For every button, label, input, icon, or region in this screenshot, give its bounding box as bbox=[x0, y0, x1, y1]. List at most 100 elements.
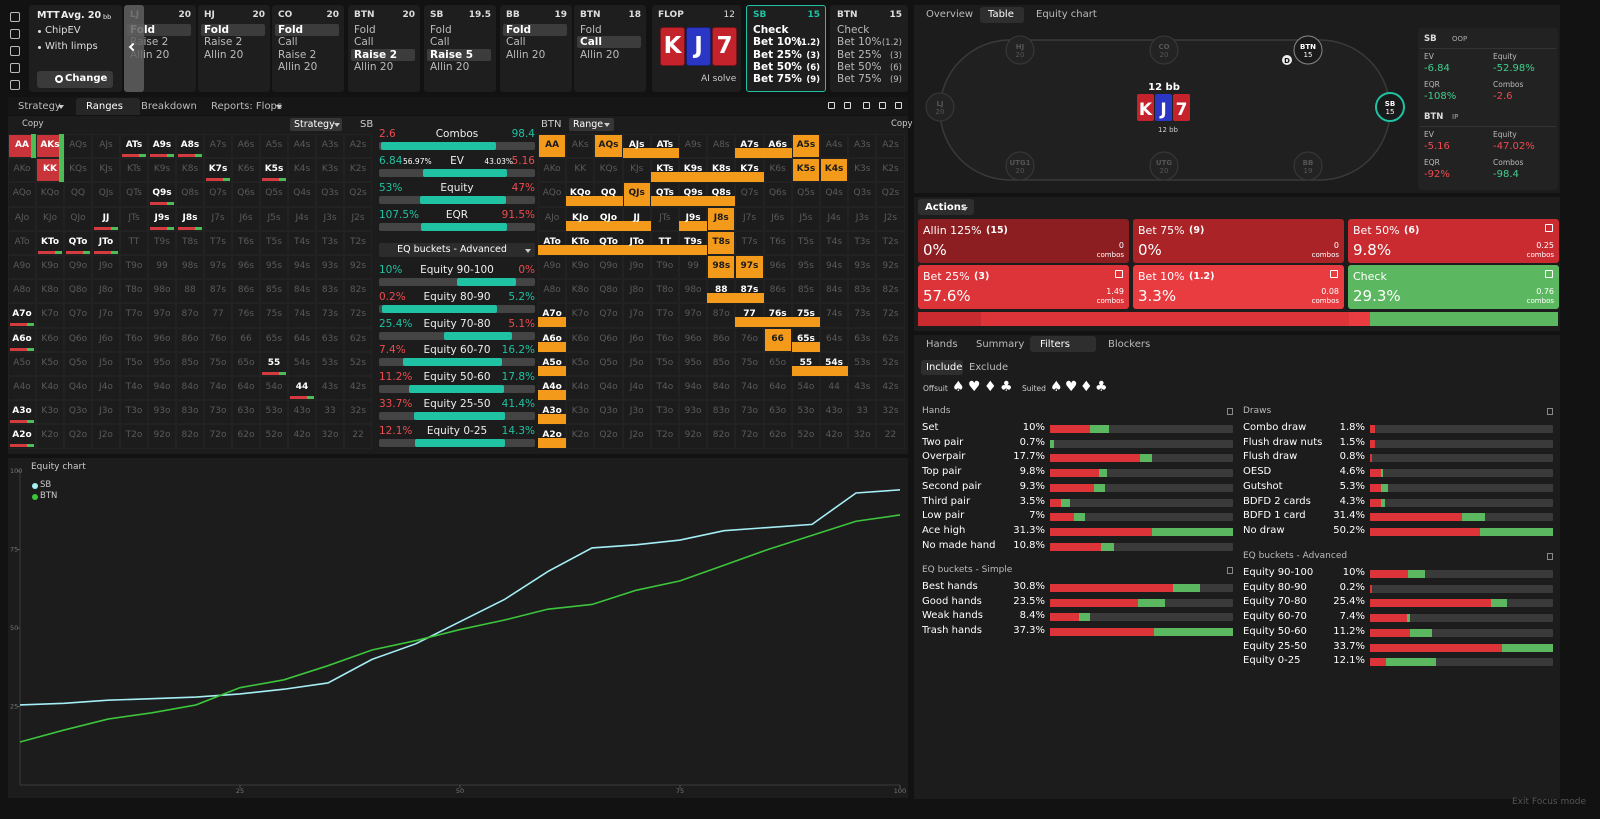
postflop-column[interactable] bbox=[830, 5, 908, 92]
hand-cell[interactable] bbox=[260, 351, 288, 376]
hand-cell[interactable] bbox=[64, 351, 92, 376]
hand-cell[interactable] bbox=[707, 327, 736, 352]
tab[interactable]: Strategy bbox=[18, 101, 61, 112]
hand-cell[interactable] bbox=[204, 230, 232, 255]
hand-cell[interactable] bbox=[650, 255, 679, 280]
hand-cell[interactable] bbox=[316, 303, 344, 328]
hand-cell[interactable] bbox=[679, 327, 708, 352]
hand-cell[interactable] bbox=[288, 424, 316, 449]
hand-cell[interactable] bbox=[679, 376, 708, 401]
hand-cell[interactable] bbox=[735, 255, 764, 280]
hand-cell[interactable] bbox=[679, 134, 708, 159]
hand-cell[interactable] bbox=[679, 255, 708, 280]
bucket-select[interactable] bbox=[379, 243, 535, 257]
hand-cell[interactable] bbox=[8, 327, 36, 352]
hand-cell[interactable] bbox=[566, 424, 595, 449]
sidebar-icon[interactable] bbox=[10, 29, 20, 39]
hand-cell[interactable] bbox=[260, 230, 288, 255]
hand-cell[interactable] bbox=[204, 327, 232, 352]
hand-cell[interactable] bbox=[92, 351, 120, 376]
hand-cell[interactable] bbox=[204, 255, 232, 280]
action-tile[interactable] bbox=[1133, 265, 1344, 309]
hand-cell[interactable] bbox=[148, 255, 176, 280]
hand-cell[interactable] bbox=[64, 206, 92, 231]
preflop-column[interactable] bbox=[574, 5, 646, 92]
hand-cell[interactable] bbox=[316, 158, 344, 183]
hand-cell[interactable] bbox=[848, 206, 877, 231]
hand-cell[interactable] bbox=[92, 230, 120, 255]
hand-cell[interactable] bbox=[538, 255, 567, 280]
hand-cell[interactable] bbox=[148, 303, 176, 328]
hand-cell[interactable] bbox=[848, 327, 877, 352]
hand-cell[interactable] bbox=[232, 279, 260, 304]
hand-cell[interactable] bbox=[763, 376, 792, 401]
hand-cell[interactable] bbox=[64, 158, 92, 183]
action-tile[interactable] bbox=[918, 219, 1129, 263]
hand-cell[interactable] bbox=[876, 303, 905, 328]
hand-cell[interactable] bbox=[848, 230, 877, 255]
hand-cell[interactable] bbox=[820, 230, 849, 255]
hand-cell[interactable] bbox=[763, 279, 792, 304]
hand-cell[interactable] bbox=[120, 303, 148, 328]
mode-select[interactable] bbox=[290, 118, 342, 131]
hand-cell[interactable] bbox=[566, 376, 595, 401]
hand-cell[interactable] bbox=[763, 424, 792, 449]
hand-cell[interactable] bbox=[288, 182, 316, 207]
hand-cell[interactable] bbox=[176, 182, 204, 207]
hand-cell[interactable] bbox=[735, 351, 764, 376]
hand-cell[interactable] bbox=[344, 376, 372, 401]
preflop-column[interactable] bbox=[272, 5, 344, 92]
hand-cell[interactable] bbox=[120, 230, 148, 255]
hand-cell[interactable] bbox=[594, 279, 623, 304]
hand-cell[interactable] bbox=[876, 327, 905, 352]
hand-cell[interactable] bbox=[92, 134, 120, 159]
hand-cell[interactable] bbox=[707, 303, 736, 328]
hand-cell[interactable] bbox=[92, 303, 120, 328]
hand-cell[interactable] bbox=[344, 255, 372, 280]
hand-cell[interactable] bbox=[8, 351, 36, 376]
hand-cell[interactable] bbox=[820, 206, 849, 231]
hand-cell[interactable] bbox=[848, 400, 877, 425]
hand-cell[interactable] bbox=[36, 400, 64, 425]
hand-cell[interactable] bbox=[204, 376, 232, 401]
hand-cell[interactable] bbox=[148, 134, 176, 159]
hand-cell[interactable] bbox=[232, 158, 260, 183]
hand-cell[interactable] bbox=[260, 158, 288, 183]
hand-cell[interactable] bbox=[92, 158, 120, 183]
hand-cell[interactable] bbox=[707, 351, 736, 376]
hand-cell[interactable] bbox=[204, 351, 232, 376]
tab[interactable]: Ranges bbox=[86, 101, 123, 112]
hand-cell[interactable] bbox=[848, 134, 877, 159]
hand-cell[interactable] bbox=[650, 303, 679, 328]
hand-cell[interactable] bbox=[566, 134, 595, 159]
sidebar-icon[interactable] bbox=[10, 12, 20, 22]
hand-cell[interactable] bbox=[204, 400, 232, 425]
suit-filter[interactable]: ♠ bbox=[952, 379, 965, 395]
hand-cell[interactable] bbox=[148, 182, 176, 207]
hand-cell[interactable] bbox=[260, 182, 288, 207]
sidebar-icon[interactable] bbox=[10, 63, 20, 73]
hand-cell[interactable] bbox=[820, 327, 849, 352]
hand-cell[interactable] bbox=[64, 424, 92, 449]
action-tile[interactable] bbox=[1133, 219, 1344, 263]
hand-cell[interactable] bbox=[288, 206, 316, 231]
hand-cell[interactable] bbox=[260, 206, 288, 231]
hand-cell[interactable] bbox=[538, 182, 567, 207]
hand-cell[interactable] bbox=[707, 255, 736, 280]
hand-cell[interactable] bbox=[820, 400, 849, 425]
hand-cell[interactable] bbox=[820, 134, 849, 159]
hand-cell[interactable] bbox=[735, 400, 764, 425]
hand-cell[interactable] bbox=[36, 327, 64, 352]
hand-cell[interactable] bbox=[232, 351, 260, 376]
hand-cell[interactable] bbox=[791, 424, 820, 449]
hand-cell[interactable] bbox=[232, 400, 260, 425]
hand-cell[interactable] bbox=[288, 303, 316, 328]
hand-cell[interactable] bbox=[735, 182, 764, 207]
tab[interactable]: Table bbox=[988, 9, 1014, 20]
hand-cell[interactable] bbox=[64, 400, 92, 425]
view-icon[interactable] bbox=[828, 102, 835, 109]
hand-cell[interactable] bbox=[763, 230, 792, 255]
hand-cell[interactable] bbox=[260, 303, 288, 328]
hand-cell[interactable] bbox=[204, 279, 232, 304]
hand-cell[interactable] bbox=[232, 206, 260, 231]
